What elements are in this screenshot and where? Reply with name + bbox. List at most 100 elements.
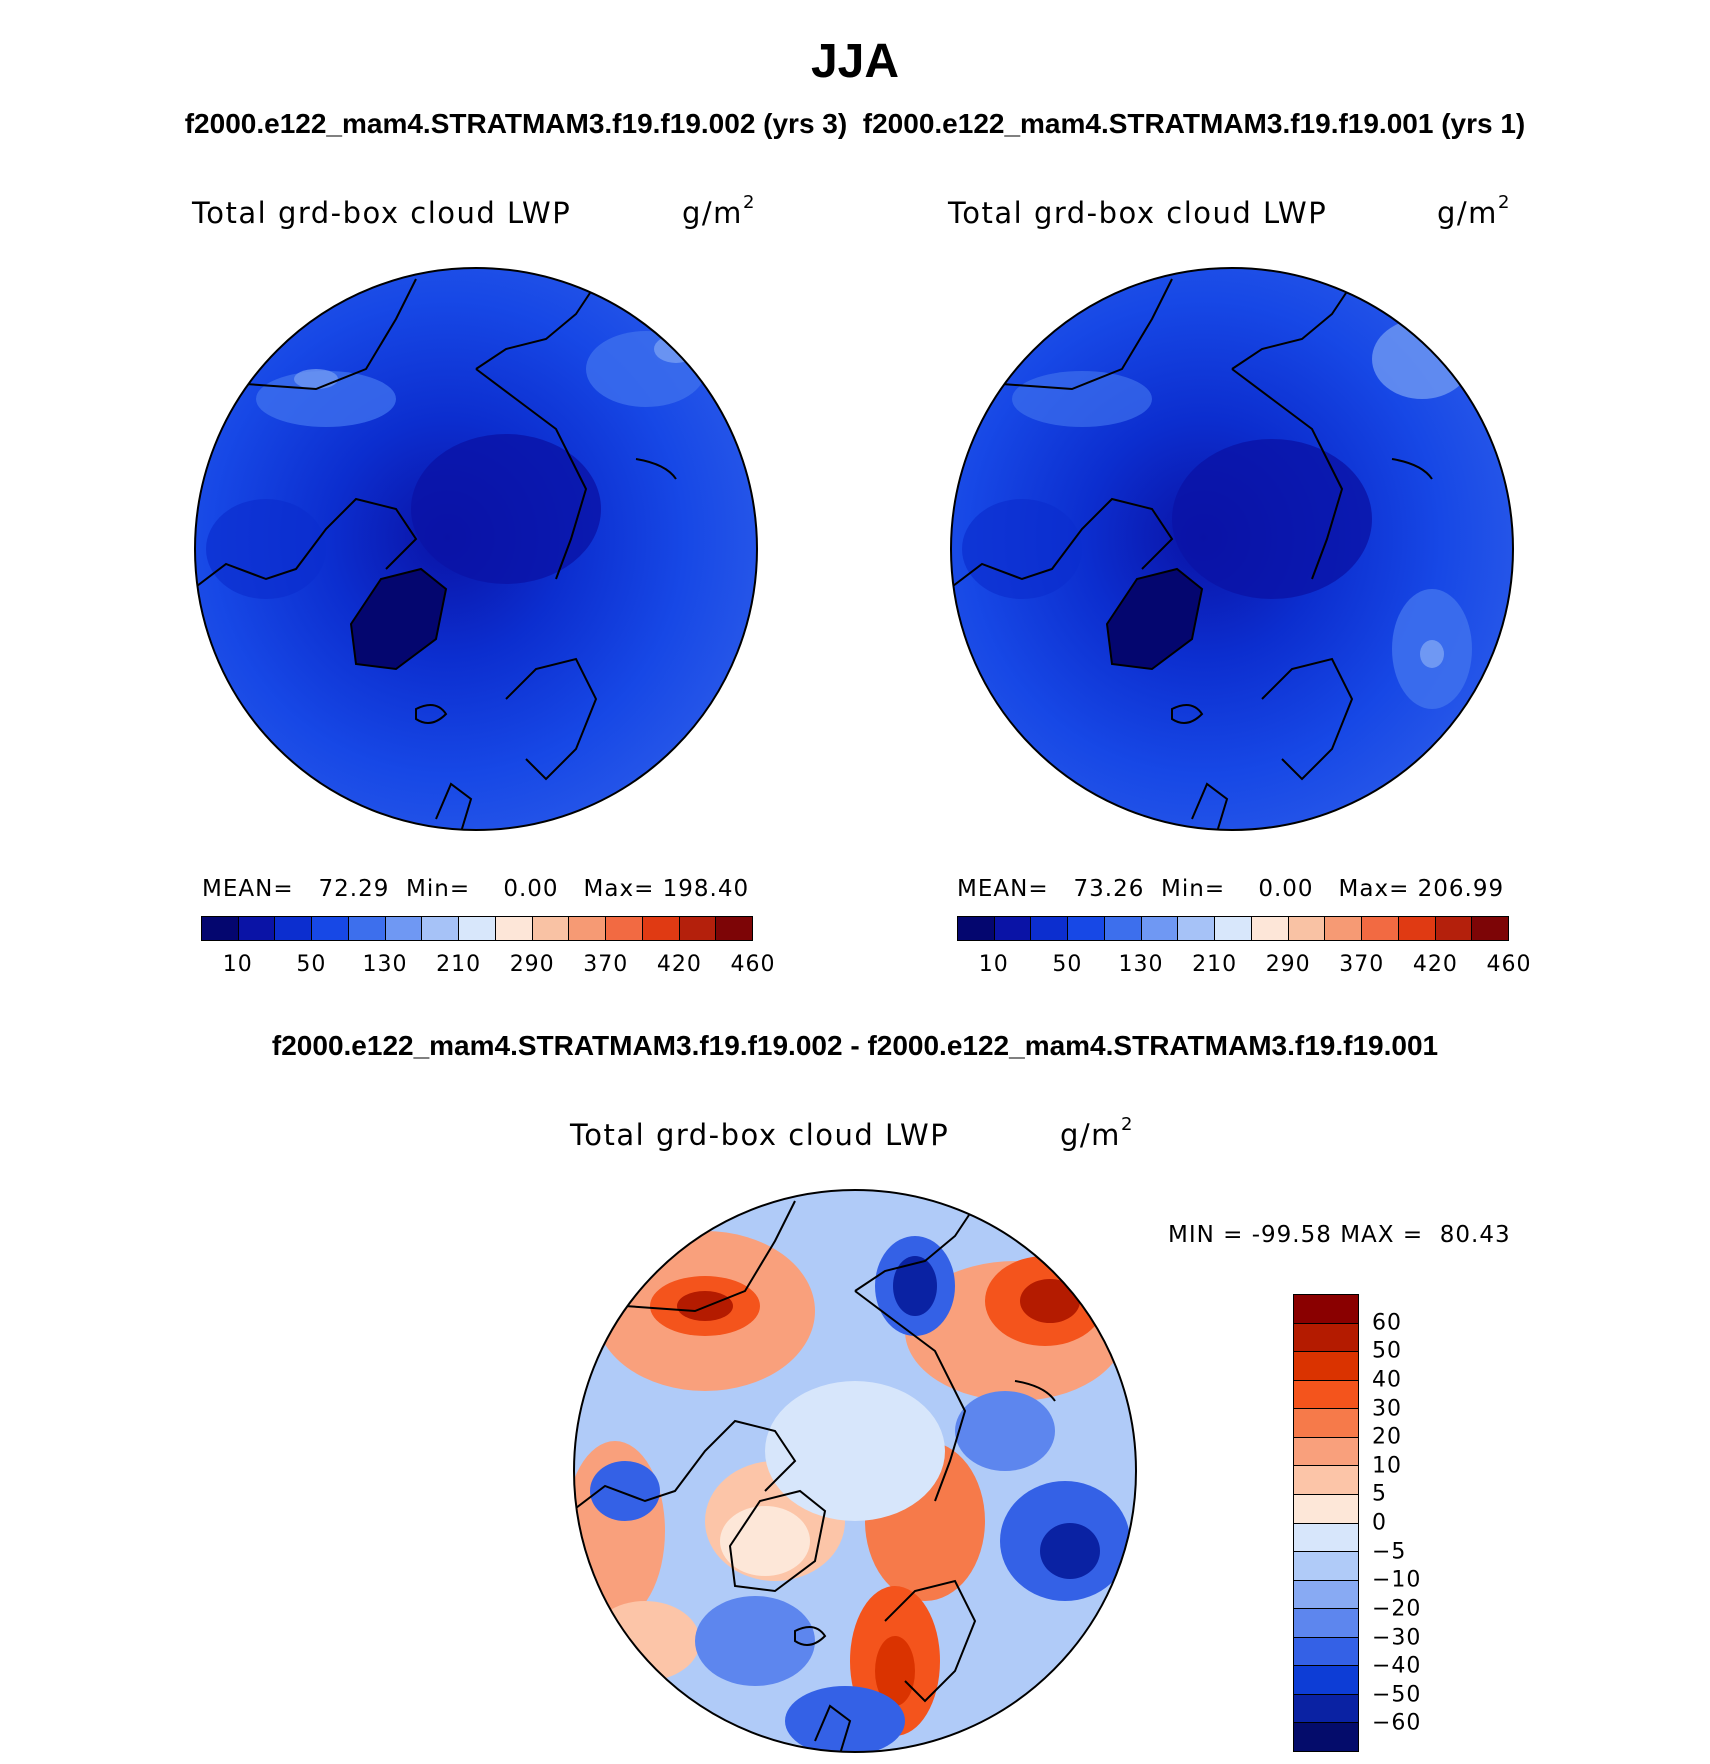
panel3-field-patch bbox=[875, 1636, 915, 1706]
colorbar-swatch bbox=[1294, 1723, 1358, 1751]
colorbar-tick-label: −30 bbox=[1372, 1625, 1422, 1650]
panel2-variable: Total grd-box cloud LWP bbox=[948, 196, 1328, 230]
panel2-field-patch bbox=[1012, 371, 1152, 427]
colorbar-swatch bbox=[1141, 917, 1179, 940]
panel3-field-patch bbox=[785, 1686, 905, 1752]
colorbar-swatch bbox=[716, 917, 753, 940]
colorbar-tick-label: 370 bbox=[583, 952, 629, 977]
panel3-map bbox=[573, 1189, 1137, 1753]
colorbar-tick-label: 40 bbox=[1372, 1367, 1402, 1393]
colorbar-tick-label: 460 bbox=[730, 952, 776, 977]
colorbar-tick-label: 130 bbox=[1118, 952, 1164, 977]
panel3-field-patch bbox=[955, 1391, 1055, 1471]
colorbar-swatch bbox=[994, 917, 1032, 940]
colorbar-tick-label: 370 bbox=[1339, 952, 1385, 977]
panel3-field-patch bbox=[765, 1381, 945, 1521]
panel2-greenland bbox=[1107, 569, 1202, 669]
figure-title: JJA bbox=[810, 35, 900, 88]
colorbar-swatch bbox=[238, 917, 276, 940]
panel3-field-patch bbox=[695, 1596, 815, 1686]
colorbar-tick-label: 5 bbox=[1372, 1481, 1387, 1507]
colorbar-swatch bbox=[1251, 917, 1289, 940]
colorbar-tick-label: 420 bbox=[656, 952, 702, 977]
colorbar-swatch bbox=[642, 917, 680, 940]
panel3-field-patch bbox=[893, 1256, 937, 1316]
panel1-colorbar bbox=[201, 916, 753, 941]
colorbar-swatch bbox=[459, 917, 496, 940]
colorbar-swatch bbox=[1294, 1552, 1358, 1581]
colorbar-swatch bbox=[1294, 1380, 1358, 1410]
panel3-colorbar bbox=[1293, 1294, 1359, 1752]
colorbar-swatch bbox=[1288, 917, 1326, 940]
panel1-field-patch bbox=[294, 369, 338, 389]
colorbar-swatch bbox=[1294, 1437, 1358, 1467]
panel2-field-patch bbox=[1420, 640, 1444, 668]
colorbar-tick-label: 30 bbox=[1372, 1396, 1402, 1421]
colorbar-swatch bbox=[348, 917, 386, 940]
colorbar-swatch bbox=[1294, 1323, 1358, 1353]
colorbar-swatch bbox=[202, 917, 239, 940]
panel1-boundary bbox=[194, 267, 758, 831]
colorbar-swatch bbox=[1068, 917, 1105, 940]
colorbar-swatch bbox=[1294, 1295, 1358, 1324]
panel2-colorbar-labels: 10 50 130 210 290 370 420 460 bbox=[957, 952, 1531, 982]
panel2-coastlines bbox=[951, 278, 1433, 830]
colorbar-swatch bbox=[958, 917, 995, 940]
headline-right: f2000.e122_mam4.STRATMAM3.f19.f19.001 (y… bbox=[862, 108, 1526, 139]
panel2-boundary bbox=[950, 267, 1514, 831]
diff-headline: f2000.e122_mam4.STRATMAM3.f19.f19.002 - … bbox=[271, 1030, 1439, 1061]
panel1-coastlines bbox=[195, 278, 677, 830]
panel3-colorbar-labels: 60 50 40 30 20 10 5 0 −5 −10 −20 −30 −40 −50 −60 bbox=[1372, 1294, 1452, 1752]
colorbar-tick-label: 20 bbox=[1372, 1424, 1402, 1450]
colorbar-swatch bbox=[1294, 1466, 1358, 1495]
colorbar-swatch bbox=[679, 917, 717, 940]
headline-left: f2000.e122_mam4.STRATMAM3.f19.f19.002 (y… bbox=[184, 108, 848, 139]
panel3-field-patch bbox=[1040, 1523, 1100, 1579]
colorbar-swatch bbox=[312, 917, 349, 940]
colorbar-tick-label: 210 bbox=[436, 952, 482, 977]
colorbar-tick-label: 10 bbox=[1372, 1453, 1402, 1479]
colorbar-tick-label: 10 bbox=[978, 952, 1009, 977]
colorbar-swatch bbox=[1294, 1352, 1358, 1381]
colorbar-tick-label: 290 bbox=[509, 952, 555, 977]
panel3-field-patch bbox=[590, 1601, 700, 1681]
panel2-stats: MEAN= 73.26 Min= 0.00 Max= 206.99 bbox=[957, 876, 1505, 902]
panel2-units: g/m2 bbox=[1437, 192, 1511, 230]
colorbar-tick-label: 0 bbox=[1372, 1510, 1387, 1536]
panel1-variable: Total grd-box cloud LWP bbox=[192, 196, 572, 230]
colorbar-swatch bbox=[1294, 1694, 1358, 1724]
panel1-field-patch bbox=[206, 499, 326, 599]
panel1-field-patch bbox=[256, 371, 396, 427]
colorbar-tick-label: −40 bbox=[1372, 1653, 1422, 1679]
colorbar-swatch bbox=[1325, 917, 1363, 940]
colorbar-swatch bbox=[606, 917, 643, 940]
panel2-field-patch bbox=[962, 499, 1082, 599]
colorbar-tick-label: 50 bbox=[1052, 952, 1083, 977]
colorbar-swatch bbox=[1362, 917, 1399, 940]
colorbar-tick-label: 210 bbox=[1192, 952, 1238, 977]
colorbar-swatch bbox=[1294, 1409, 1358, 1438]
colorbar-swatch bbox=[385, 917, 423, 940]
colorbar-swatch bbox=[1215, 917, 1252, 940]
colorbar-swatch bbox=[1398, 917, 1436, 940]
panel1-field-patch bbox=[654, 335, 698, 363]
colorbar-swatch bbox=[422, 917, 460, 940]
colorbar-tick-label: −5 bbox=[1372, 1539, 1407, 1565]
colorbar-tick-label: 460 bbox=[1486, 952, 1532, 977]
colorbar-tick-label: 130 bbox=[362, 952, 408, 977]
colorbar-tick-label: 420 bbox=[1412, 952, 1458, 977]
panel1-field-patch bbox=[411, 434, 601, 584]
colorbar-swatch bbox=[1294, 1580, 1358, 1610]
panel3-field-patch bbox=[1020, 1279, 1080, 1323]
panel2-map bbox=[950, 267, 1514, 831]
colorbar-swatch bbox=[569, 917, 607, 940]
colorbar-swatch bbox=[1472, 917, 1509, 940]
colorbar-swatch bbox=[1294, 1523, 1358, 1553]
panel1-stats: MEAN= 72.29 Min= 0.00 Max= 198.40 bbox=[202, 876, 750, 902]
colorbar-tick-label: 50 bbox=[296, 952, 327, 977]
colorbar-swatch bbox=[1294, 1609, 1358, 1638]
panel1-colorbar-labels: 10 50 130 210 290 370 420 460 bbox=[201, 952, 775, 982]
panel3-units: g/m2 bbox=[1060, 1114, 1134, 1152]
colorbar-tick-label: 60 bbox=[1372, 1310, 1402, 1336]
panel2-colorbar bbox=[957, 916, 1509, 941]
